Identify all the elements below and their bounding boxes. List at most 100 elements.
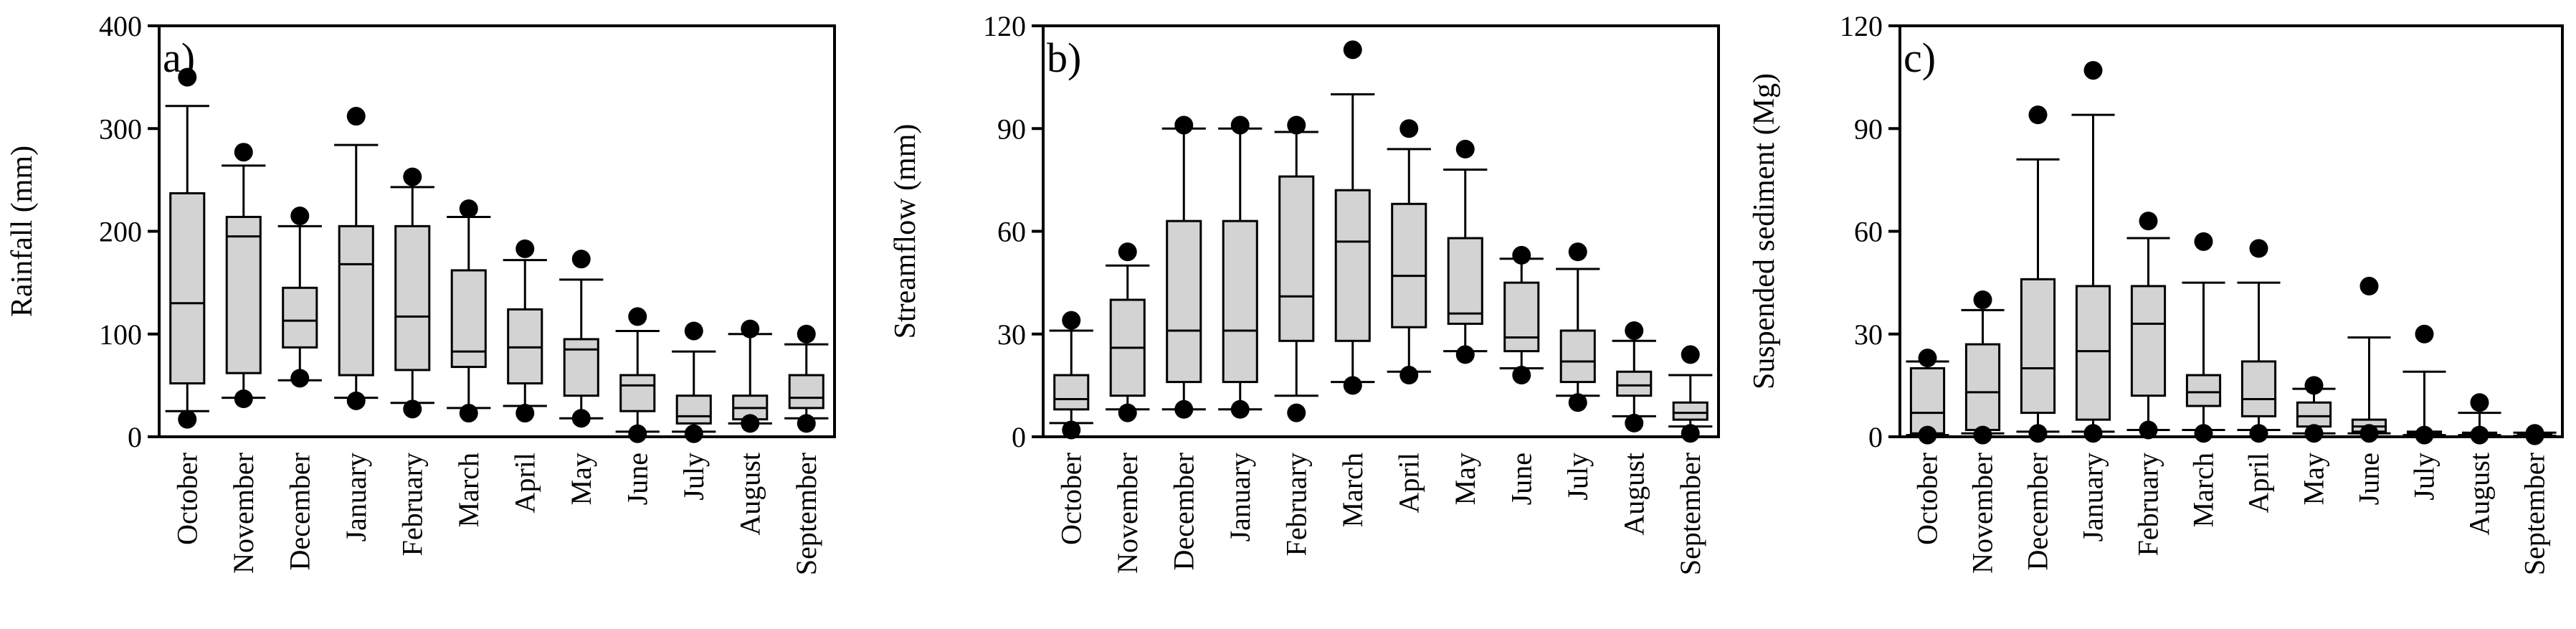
box-iqr xyxy=(788,374,824,410)
y-axis-title: Rainfall (mm) xyxy=(6,146,39,317)
outlier-point xyxy=(2139,212,2158,231)
x-tick-label: August xyxy=(1617,453,1650,536)
box-february xyxy=(2126,212,2170,440)
outlier-point xyxy=(1625,413,1644,432)
outlier-point xyxy=(2415,425,2434,445)
box-iqr xyxy=(1964,343,2001,431)
y-tick-label: 60 xyxy=(1854,216,1883,248)
outlier-point xyxy=(2194,232,2213,251)
box-september xyxy=(2513,424,2557,445)
outlier-point xyxy=(515,404,535,423)
outlier-point xyxy=(2028,105,2048,125)
x-tick-label: November xyxy=(227,453,260,574)
x-tick-label: April xyxy=(2243,453,2275,513)
outlier-point xyxy=(1455,345,1475,364)
x-tick-label: January xyxy=(340,453,372,541)
outlier-point xyxy=(2028,424,2048,443)
y-tick-label: 30 xyxy=(1854,318,1883,351)
x-tick-label: September xyxy=(790,453,822,575)
box-iqr xyxy=(1672,401,1708,421)
outlier-point xyxy=(1568,242,1587,262)
outlier-point xyxy=(403,167,422,186)
box-april xyxy=(1387,119,1431,385)
outlier-point xyxy=(1062,420,1081,440)
box-iqr xyxy=(619,374,656,412)
x-tick-label: July xyxy=(1562,453,1594,501)
box-january xyxy=(2071,61,2115,443)
x-tick-label: September xyxy=(1674,453,1706,575)
outlier-point xyxy=(1568,393,1587,412)
box-iqr xyxy=(1334,189,1371,342)
box-july xyxy=(672,321,716,443)
outlier-point xyxy=(2083,61,2103,80)
x-tick-label: May xyxy=(1449,453,1481,505)
x-tick-label: August xyxy=(2463,453,2496,536)
box-iqr xyxy=(2240,360,2277,417)
outlier-point xyxy=(1399,366,1419,385)
outlier-point xyxy=(178,67,197,87)
chart-panel-2: 0 30 60 90 120 Streamflow (mm) b) October Novemb… xyxy=(889,10,1720,575)
outlier-point xyxy=(741,319,760,339)
x-tick-label: May xyxy=(2298,453,2330,505)
box-july xyxy=(2402,324,2446,445)
y-tick-label: 0 xyxy=(1012,421,1026,453)
box-iqr xyxy=(1909,367,1946,435)
outlier-point xyxy=(1399,119,1419,138)
y-tick-label: 100 xyxy=(99,318,142,351)
outlier-point xyxy=(1343,376,1362,395)
y-tick-label: 30 xyxy=(997,318,1026,351)
x-tick-label: December xyxy=(1167,453,1199,570)
box-iqr xyxy=(2020,278,2056,415)
outlier-point xyxy=(1455,139,1475,159)
box-november xyxy=(1106,242,1150,422)
box-january xyxy=(334,107,379,410)
box-iqr xyxy=(2185,374,2222,407)
y-tick-label: 300 xyxy=(99,113,142,145)
box-october xyxy=(1049,311,1093,440)
box-june xyxy=(1499,245,1544,385)
x-tick-label: February xyxy=(1280,453,1312,556)
box-iqr xyxy=(394,224,431,372)
x-tick-label: November xyxy=(1967,453,1999,574)
y-axis-title: Suspended sediment (Mg) xyxy=(1748,73,1781,389)
outlier-point xyxy=(571,250,591,269)
outlier-point xyxy=(459,199,478,218)
box-iqr xyxy=(282,286,318,349)
box-iqr xyxy=(1391,202,1427,328)
y-tick-label: 120 xyxy=(983,10,1026,42)
y-tick-label: 120 xyxy=(1840,10,1883,42)
x-tick-label: April xyxy=(1392,453,1425,513)
outlier-point xyxy=(1918,425,1937,445)
x-tick-label: May xyxy=(565,453,597,505)
box-iqr xyxy=(225,215,262,374)
outlier-point xyxy=(684,424,703,443)
box-iqr xyxy=(1503,281,1540,353)
outlier-point xyxy=(628,424,647,443)
y-tick-label: 60 xyxy=(997,216,1026,248)
x-tick-label: October xyxy=(171,453,203,545)
outlier-point xyxy=(1118,403,1137,422)
x-tick-label: August xyxy=(733,453,766,536)
outlier-point xyxy=(2525,424,2544,443)
outlier-point xyxy=(459,404,478,423)
outlier-point xyxy=(2083,424,2103,443)
outlier-point xyxy=(1230,115,1250,135)
outlier-point xyxy=(1625,321,1644,340)
outlier-point xyxy=(2359,424,2379,443)
outlier-point xyxy=(234,389,253,408)
box-march xyxy=(447,199,491,423)
y-tick-label: 0 xyxy=(128,421,142,453)
outlier-point xyxy=(1681,345,1700,364)
box-iqr xyxy=(1278,175,1315,342)
x-tick-label: March xyxy=(2187,453,2220,527)
outlier-point xyxy=(1287,403,1306,422)
y-axis-title: Streamflow (mm) xyxy=(889,124,922,339)
outlier-point xyxy=(2415,324,2434,344)
outlier-point xyxy=(1512,245,1531,265)
outlier-point xyxy=(403,399,422,419)
box-may xyxy=(2292,376,2336,443)
outlier-point xyxy=(1118,242,1137,262)
outlier-point xyxy=(1174,399,1194,419)
box-iqr xyxy=(1559,329,1596,384)
